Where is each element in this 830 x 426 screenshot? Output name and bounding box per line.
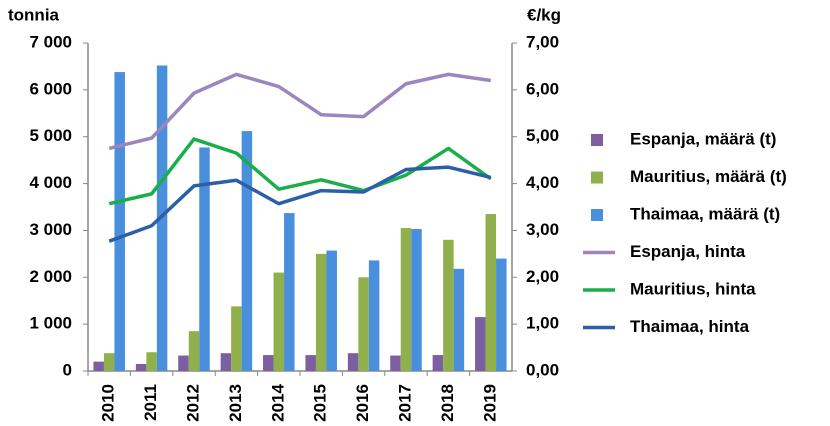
legend-swatch bbox=[591, 209, 603, 221]
bar bbox=[273, 272, 285, 371]
bar bbox=[485, 214, 497, 371]
legend-label: Espanja, hinta bbox=[630, 242, 746, 261]
bar bbox=[326, 250, 337, 371]
bar bbox=[453, 268, 465, 371]
bar bbox=[241, 131, 253, 371]
bar bbox=[368, 260, 380, 371]
x-tick-label: 2010 bbox=[99, 384, 118, 422]
line bbox=[108, 137, 492, 206]
y2-tick-label: 2,00 bbox=[526, 267, 559, 286]
y2-tick-label: 5,00 bbox=[526, 126, 559, 145]
bar bbox=[358, 277, 369, 371]
bar bbox=[432, 355, 444, 371]
bar bbox=[199, 147, 210, 371]
bar bbox=[114, 72, 125, 372]
bar bbox=[284, 213, 295, 371]
bar bbox=[93, 361, 104, 371]
y2-tick-label: 4,00 bbox=[526, 173, 559, 192]
y-tick-label: 5 000 bbox=[29, 126, 72, 145]
y-tick-label: 3 000 bbox=[29, 220, 72, 239]
x-tick-label: 2015 bbox=[311, 384, 330, 422]
y2-tick-label: 1,00 bbox=[526, 314, 559, 333]
y-tick-label: 2 000 bbox=[29, 267, 72, 286]
bar bbox=[443, 239, 454, 371]
bar bbox=[263, 355, 274, 371]
legend-label: Espanja, määrä (t) bbox=[630, 129, 776, 148]
x-tick-label: 2017 bbox=[395, 384, 414, 422]
x-tick-label: 2014 bbox=[268, 383, 287, 421]
bar bbox=[220, 353, 232, 371]
y-axis-label: tonnia bbox=[8, 5, 60, 24]
bar bbox=[411, 229, 422, 371]
line bbox=[108, 165, 492, 243]
line bbox=[108, 72, 492, 151]
bar bbox=[135, 363, 147, 371]
y-tick-label: 1 000 bbox=[29, 314, 72, 333]
y2-tick-label: 6,00 bbox=[526, 79, 559, 98]
bar bbox=[103, 353, 115, 371]
bar bbox=[188, 331, 200, 371]
x-tick-label: 2012 bbox=[183, 384, 202, 422]
y-tick-label: 4 000 bbox=[29, 173, 72, 192]
y2-tick-label: 3,00 bbox=[526, 220, 559, 239]
bar bbox=[475, 317, 486, 371]
legend-label: Thaimaa, hinta bbox=[630, 317, 750, 336]
y2-tick-label: 7,00 bbox=[526, 32, 559, 51]
x-tick-label: 2013 bbox=[226, 384, 245, 422]
bar bbox=[146, 352, 157, 371]
bar bbox=[178, 355, 189, 371]
x-tick-label: 2018 bbox=[438, 384, 457, 422]
y2-tick-label: 0,00 bbox=[526, 360, 559, 379]
legend-label: Thaimaa, määrä (t) bbox=[630, 204, 780, 223]
bar bbox=[390, 355, 401, 371]
legend-swatch bbox=[591, 171, 603, 184]
y2-axis-label: €/kg bbox=[527, 5, 561, 24]
bar bbox=[305, 355, 316, 371]
bar bbox=[347, 353, 359, 371]
x-tick-label: 2011 bbox=[141, 384, 160, 421]
bar bbox=[400, 228, 412, 371]
legend-label: Mauritius, hinta bbox=[630, 279, 756, 298]
bar bbox=[315, 253, 327, 371]
bar bbox=[231, 306, 242, 371]
legend-label: Mauritius, määrä (t) bbox=[630, 167, 787, 186]
y-tick-label: 7 000 bbox=[29, 32, 72, 51]
x-tick-label: 2016 bbox=[353, 384, 372, 422]
y-tick-label: 6 000 bbox=[29, 79, 72, 98]
x-tick-label: 2019 bbox=[480, 384, 499, 422]
bar bbox=[496, 258, 507, 371]
legend-swatch bbox=[591, 134, 603, 146]
y-tick-label: 0 bbox=[63, 360, 72, 379]
